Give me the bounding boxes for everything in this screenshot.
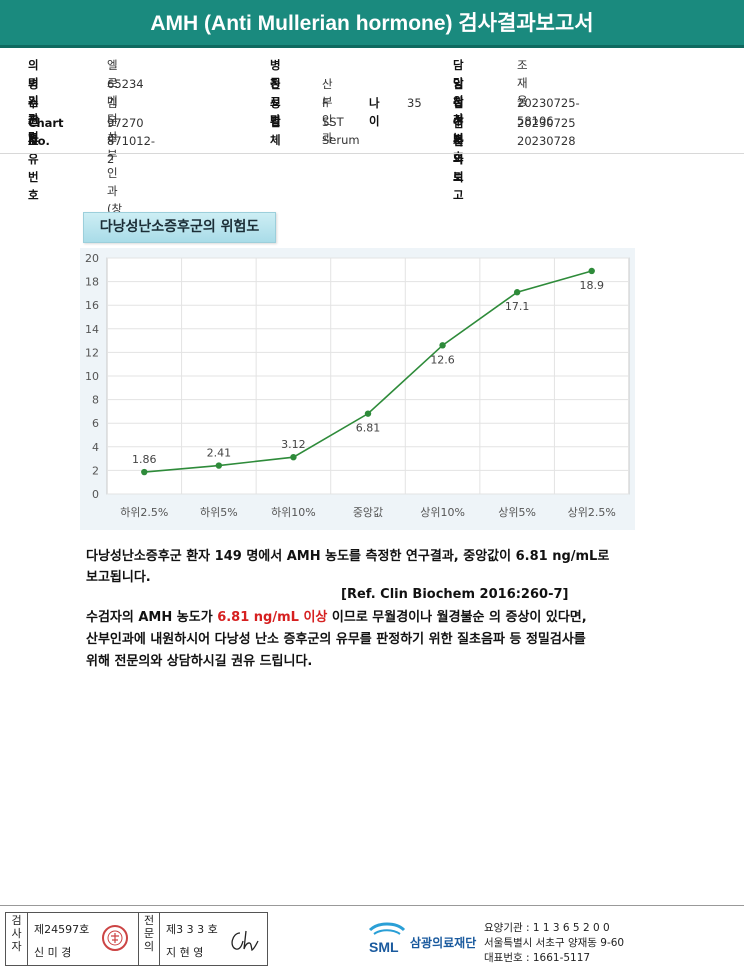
data-label: 17.1 — [505, 300, 529, 313]
org-address: 서울특별시 서초구 양재동 9-60 — [484, 937, 625, 949]
y-tick-label: 0 — [92, 488, 99, 501]
data-label: 2.41 — [207, 447, 232, 460]
examiner-seal — [102, 925, 128, 951]
x-tick-label: 하위10% — [271, 505, 316, 519]
requester-label: 의뢰기관명 — [28, 58, 39, 144]
request-date-label: 검사의뢰 — [453, 116, 464, 184]
clinical-info-label: 임상정보 — [453, 77, 464, 145]
specimen-value: SST Serum — [322, 115, 360, 147]
data-point — [290, 453, 297, 461]
section-title: 다낭성난소증후군의 위험도 — [83, 212, 276, 243]
sml-logo-text: SML — [369, 939, 399, 955]
hospital-code-label: 병원코드 — [28, 77, 39, 145]
specialist-name: 지 현 영 — [166, 946, 204, 959]
data-point — [364, 410, 372, 417]
y-tick-label: 16 — [85, 299, 99, 312]
p2-pre: 수검자의 AMH 농도가 — [86, 610, 218, 625]
specialist-no: 제3 3 3 호 — [166, 923, 218, 936]
department-value: 산부인과 — [322, 77, 333, 145]
request-date-value: 20230725 — [517, 116, 576, 130]
footer-divider — [0, 905, 744, 906]
x-tick-label: 상위5% — [498, 506, 536, 519]
y-tick-label: 2 — [92, 464, 99, 477]
data-label: 1.86 — [132, 453, 157, 466]
examiner-label: 검사자 — [6, 913, 28, 965]
amh-threshold-highlight: 6.81 ng/mL 이상 — [217, 610, 328, 625]
paragraph2-line2: 산부인과에 내원하시어 다낭성 난소 증후군의 유무를 판정하기 위한 질초음파… — [86, 632, 586, 647]
sex-value: F — [322, 96, 329, 110]
data-point — [588, 267, 595, 275]
signature-box: 검사자 제24597호 신 미 경 전문의 제3 3 3 호 지 현 영 — [5, 912, 268, 966]
y-tick-label: 6 — [92, 417, 99, 430]
patient-value: 김은주 — [107, 96, 118, 146]
age-value: 35 — [407, 96, 422, 110]
unique-no-label: 고유번호 — [28, 134, 39, 202]
y-tick-label: 14 — [85, 323, 99, 336]
doctor-label: 담당의사 — [453, 58, 464, 126]
header-divider — [0, 153, 744, 154]
report-date-value: 20230728 — [517, 134, 576, 148]
specimen-label: 검체 — [270, 115, 281, 147]
y-tick-label: 10 — [85, 370, 99, 383]
chart-no-label: Chart No. — [28, 116, 64, 148]
specialist-signature — [226, 927, 262, 959]
paragraph1-line2: 보고됩니다. — [86, 570, 151, 585]
paragraph2-line1: 수검자의 AMH 농도가 6.81 ng/mL 이상 이므로 무월경이나 월경불… — [86, 606, 587, 625]
hospital-code-value: 65234 — [107, 77, 144, 91]
receipt-no-value: 20230725-58106 — [517, 96, 580, 128]
p2-post: 이므로 무월경이나 월경불순 의 증상이 있다면, — [327, 610, 587, 625]
age-label: 나이 — [369, 96, 380, 128]
report-title: AMH (Anti Mullerian hormone) 검사결과보고서 — [0, 0, 744, 48]
receipt-no-label: 접수번호 — [453, 96, 464, 164]
x-tick-label: 중앙값 — [353, 506, 383, 519]
data-label: 12.6 — [430, 353, 455, 366]
department-label: 진료과 — [270, 77, 281, 127]
sml-logo: SML — [366, 920, 408, 956]
chart-no-value: 97270 — [107, 116, 144, 130]
paragraph1-line1: 다낭성난소증후군 환자 149 명에서 AMH 농도를 측정한 연구결과, 중앙… — [86, 549, 610, 564]
sex-label: 성별 — [270, 96, 281, 128]
report-date-label: 결과보고 — [453, 134, 464, 202]
data-label: 3.12 — [281, 438, 306, 451]
data-point — [513, 289, 521, 296]
x-tick-label: 하위5% — [200, 505, 238, 519]
data-label: 6.81 — [356, 422, 381, 435]
reference: [Ref. Clin Biochem 2016:260-7] — [341, 587, 569, 602]
x-tick-label: 하위2.5% — [120, 505, 168, 519]
x-tick-label: 상위2.5% — [568, 506, 616, 519]
data-point — [141, 468, 148, 476]
x-tick-label: 상위10% — [420, 506, 465, 519]
ward-label: 병동 — [270, 58, 281, 90]
unique-no-value: 871012-2 — [107, 134, 156, 166]
y-tick-label: 4 — [92, 441, 99, 454]
y-tick-label: 20 — [85, 252, 99, 265]
examiner-no: 제24597호 — [34, 923, 90, 936]
doctor-value: 조재용 — [517, 58, 528, 108]
y-tick-label: 8 — [92, 394, 99, 407]
patient-label: 수진자 — [28, 96, 39, 146]
paragraph2-line3: 위해 전문의와 상담하시길 권유 드립니다. — [86, 654, 313, 669]
y-tick-label: 18 — [85, 276, 99, 289]
y-tick-label: 12 — [85, 346, 99, 359]
data-point — [439, 342, 446, 349]
data-point — [215, 462, 223, 469]
org-name: 삼광의료재단 — [410, 936, 477, 950]
care-code: 요양기관 : 1 1 3 6 5 2 0 0 — [484, 922, 610, 934]
examiner-name: 신 미 경 — [34, 946, 72, 959]
data-label: 18.9 — [579, 279, 604, 292]
specialist-label: 전문의 — [138, 913, 160, 965]
org-phone: 대표번호 : 1661-5117 — [484, 952, 591, 964]
chart-panel: 0 2 4 6 8 10 12 14 16 18 20 하위2.5% 하위5% 하위10% 중앙값 상위10%… — [80, 248, 635, 530]
amh-chart: 0 2 4 6 8 10 12 14 16 18 20 하위2.5% 하위5% 하위10% 중앙값 상위10%… — [85, 252, 630, 519]
